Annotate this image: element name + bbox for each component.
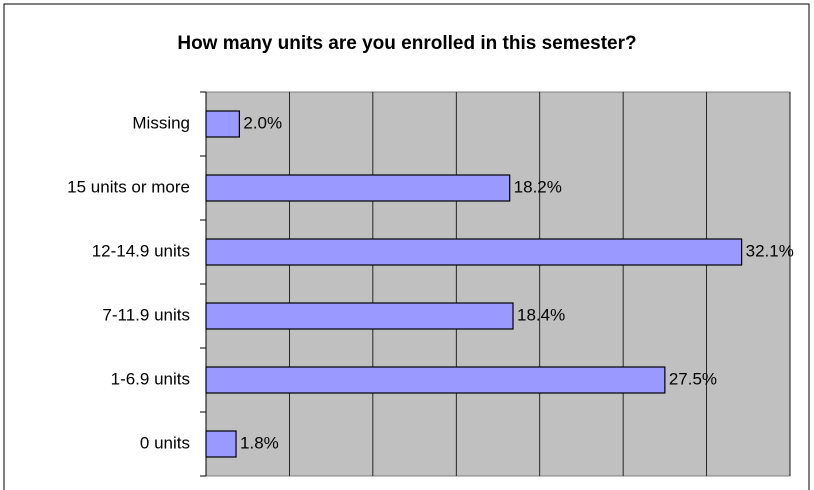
y-tick-label: 1-6.9 units: [111, 369, 190, 388]
bar: [205, 238, 743, 266]
data-label: 18.4%: [517, 305, 565, 324]
data-label: 32.1%: [746, 241, 794, 260]
plot-area: [205, 91, 791, 477]
y-tick-label: 0 units: [140, 433, 190, 452]
bar: [205, 174, 511, 202]
y-tick-label: Missing: [132, 113, 190, 132]
bar: [205, 110, 240, 138]
y-tick-label: 15 units or more: [67, 177, 190, 196]
y-tick-label: 12-14.9 units: [92, 241, 190, 260]
y-tick-label: 7-11.9 units: [102, 305, 190, 324]
data-label: 1.8%: [240, 433, 279, 452]
bar: [205, 430, 237, 458]
bar: [205, 302, 514, 330]
data-label: 18.2%: [514, 177, 562, 196]
data-label: 2.0%: [243, 113, 282, 132]
bar: [205, 366, 666, 394]
chart-title: How many units are you enrolled in this …: [177, 33, 636, 54]
data-label: 27.5%: [669, 369, 717, 388]
